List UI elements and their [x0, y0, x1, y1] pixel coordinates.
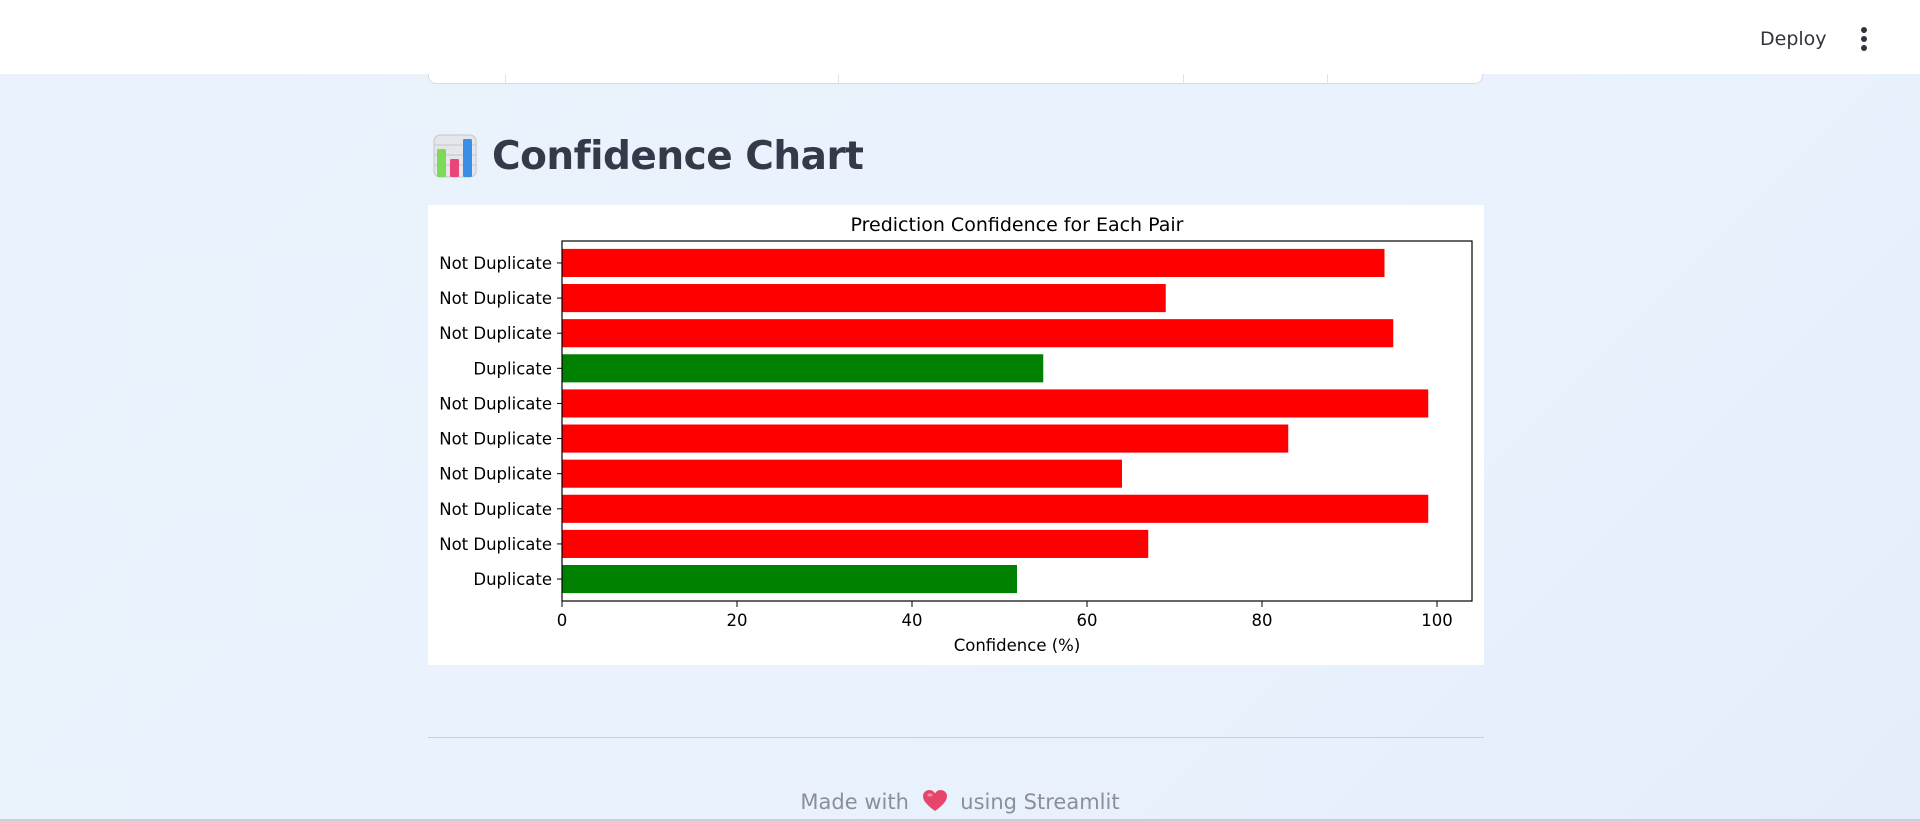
x-tick-label: 0: [557, 611, 568, 630]
x-tick-label: 20: [727, 611, 748, 630]
chart-bar: [562, 529, 1149, 558]
chart-bar: [562, 389, 1429, 418]
y-tick-label: Not Duplicate: [439, 500, 552, 519]
deploy-button[interactable]: Deploy: [1760, 28, 1827, 50]
x-tick-label: 60: [1077, 611, 1098, 630]
chart-bar: [562, 319, 1394, 348]
y-tick-label: Not Duplicate: [439, 465, 552, 484]
chart-bar: [562, 459, 1122, 488]
footer: Made with using Streamlit: [0, 789, 1920, 814]
y-tick-label: Not Duplicate: [439, 430, 552, 449]
vertical-ellipsis-icon: [1861, 27, 1867, 51]
chart-bar: [562, 354, 1044, 383]
bar-chart-icon: [433, 134, 477, 178]
plot-frame: [561, 240, 1473, 602]
section-heading: Confidence Chart: [432, 128, 864, 184]
y-tick-label: Not Duplicate: [439, 324, 552, 343]
y-tick-label: Not Duplicate: [439, 289, 552, 308]
y-tick-label: Not Duplicate: [439, 394, 552, 413]
chart-bar: [562, 424, 1289, 453]
footer-prefix: Made with: [800, 790, 909, 814]
x-tick-label: 80: [1252, 611, 1273, 630]
y-tick-label: Duplicate: [473, 570, 552, 589]
footer-suffix: using Streamlit: [960, 790, 1120, 814]
main-menu-button[interactable]: [1846, 19, 1882, 59]
page-bottom-edge: [0, 819, 1920, 821]
x-tick-label: 100: [1421, 611, 1453, 630]
chart-bar: [562, 494, 1429, 523]
page-title: Confidence Chart: [492, 133, 864, 179]
confidence-bar-chart: Prediction Confidence for Each Pair Not D…: [439, 214, 1473, 655]
chart-bar: [562, 284, 1166, 313]
y-tick-label: Duplicate: [473, 359, 552, 378]
confidence-chart: Prediction Confidence for Each Pair Not D…: [428, 205, 1484, 665]
heart-icon: [922, 790, 947, 811]
chart-bar: [562, 565, 1017, 594]
app-header: Deploy: [0, 0, 1920, 74]
chart-title: Prediction Confidence for Each Pair: [851, 214, 1184, 236]
x-tick-label: 40: [902, 611, 923, 630]
footer-divider: [428, 737, 1484, 738]
x-axis-label: Confidence (%): [954, 636, 1081, 655]
y-tick-label: Not Duplicate: [439, 254, 552, 273]
chart-bar: [562, 248, 1385, 277]
y-tick-label: Not Duplicate: [439, 535, 552, 554]
